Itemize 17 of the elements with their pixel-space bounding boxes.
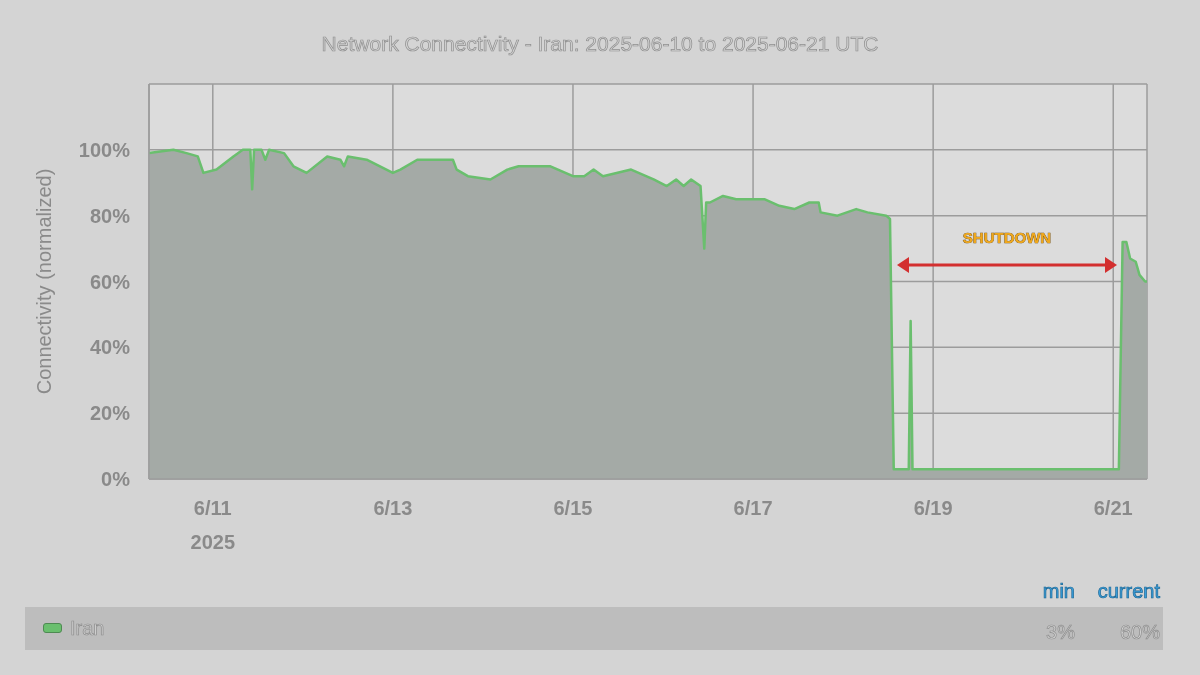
x-tick-label: 6/13: [373, 497, 413, 519]
y-tick-label: 20%: [89, 402, 131, 425]
y-tick-label: 100%: [78, 138, 131, 161]
x-tick-label: 6/11 2025: [190, 497, 236, 553]
y-tick-label: 40%: [89, 336, 131, 359]
x-tick-label: 6/19: [913, 497, 953, 519]
y-axis-title: Connectivity (normalized): [33, 168, 55, 395]
y-tick-label: 0%: [101, 468, 131, 491]
y-tick-label: 60%: [89, 270, 131, 293]
x-tick-label: 6/21: [1093, 497, 1133, 519]
text: current: [1097, 579, 1160, 603]
text: min: [1042, 579, 1075, 603]
chart-title: Network Connectivity - Iran: 2025-06-10 to 2025-06-21 UTC: [320, 31, 880, 58]
x-tick-label: 6/15: [553, 497, 593, 519]
annotation: SHUTDOWN: [962, 228, 1052, 246]
y-tick-label: 80%: [89, 204, 131, 227]
x-tick-label: 6/17: [733, 497, 773, 519]
